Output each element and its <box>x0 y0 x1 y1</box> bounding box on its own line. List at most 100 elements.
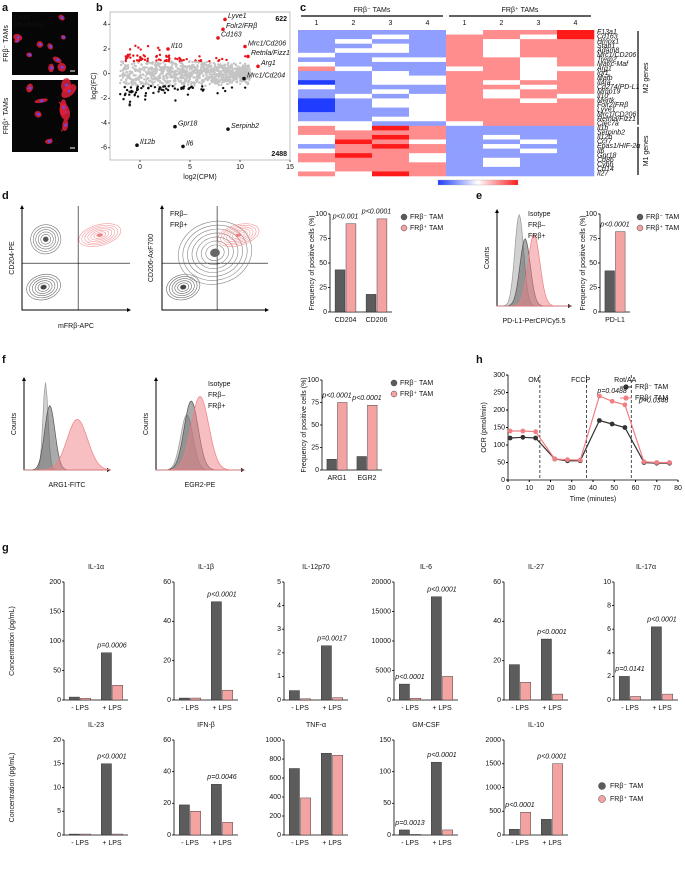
gene-label: Maf/c-Maf <box>597 61 629 68</box>
p-value: p<0.0001 <box>96 754 126 761</box>
heatmap-cell <box>372 84 410 90</box>
contour <box>26 273 61 301</box>
arrow-head <box>127 308 131 312</box>
y-tick-label: 20 <box>163 658 171 665</box>
heatmap-cell <box>298 153 336 159</box>
gene-label: Retnla/Fizz1 <box>597 116 636 123</box>
bar <box>619 676 630 701</box>
nucleus <box>62 35 66 39</box>
heatmap-cell <box>557 84 595 90</box>
heatmap-cell <box>298 34 336 40</box>
background-point <box>225 78 228 81</box>
background-point <box>167 67 170 71</box>
nucleus <box>28 53 32 57</box>
heatmap-cell <box>409 48 447 54</box>
heatmap-cell <box>298 166 336 172</box>
p-value: p=0.0348 <box>638 398 668 405</box>
p-value: p<0.0001 <box>536 754 566 761</box>
axis-arrow <box>21 206 130 311</box>
heatmap-cell <box>520 139 558 145</box>
background-point <box>138 67 141 70</box>
y-tick-label: 75 <box>319 235 327 242</box>
y-tick-label: 0 <box>315 467 319 474</box>
heatmap-cell <box>557 39 595 44</box>
heatmap-cell <box>483 162 521 168</box>
background-point <box>170 69 173 73</box>
legend-label: FRβ– <box>528 222 545 229</box>
heatmap-cell <box>483 39 521 44</box>
background-point <box>143 98 147 101</box>
contour <box>93 231 107 239</box>
y-tick-label: 400 <box>269 794 281 801</box>
background-point <box>132 74 135 77</box>
background-point <box>125 83 128 86</box>
x-tick-label: - LPS <box>71 705 89 712</box>
y-axis-label: OCR (pmol/min) <box>481 402 488 453</box>
gene-label: Mrc1/CD206 <box>597 111 636 118</box>
heatmap-cell <box>335 80 373 86</box>
heatmap-cell <box>483 171 521 177</box>
background-point <box>201 65 204 69</box>
heatmap-cell <box>520 171 558 177</box>
background-point <box>221 67 225 70</box>
legend-marker <box>390 379 398 387</box>
x-tick-label: 15 <box>286 164 294 171</box>
background-point <box>165 87 168 90</box>
background-point <box>159 66 162 70</box>
gene-point <box>246 54 250 59</box>
gene-point <box>216 36 220 40</box>
legend-marker <box>390 390 398 398</box>
contour <box>226 228 251 242</box>
heatmap-cell <box>520 144 558 149</box>
background-point <box>227 61 230 65</box>
legend-label: FRβ⁻ TAM <box>410 214 443 221</box>
heatmap-cell <box>409 57 447 63</box>
background-point <box>168 57 171 60</box>
background-point <box>177 79 181 83</box>
background-point <box>174 99 177 102</box>
background-point <box>191 81 194 85</box>
background-point <box>215 56 218 60</box>
gene-label: Cd163 <box>597 34 618 41</box>
point <box>533 429 539 435</box>
heatmap-cell <box>557 148 595 154</box>
x-tick-label: 0 <box>138 164 142 171</box>
gene-label: Serpinb2 <box>597 130 625 137</box>
panel-label: c <box>300 2 306 14</box>
background-point <box>162 85 165 88</box>
event-label: OM <box>528 377 539 384</box>
background-point <box>210 80 214 84</box>
bar <box>399 683 410 701</box>
heatmap-cell <box>520 103 558 108</box>
heatmap-cell <box>298 89 336 95</box>
background-point <box>154 72 157 75</box>
background-point <box>222 80 226 84</box>
contour <box>81 224 119 246</box>
background-point <box>149 73 152 76</box>
x-axis-label: log2(CPM) <box>183 174 216 181</box>
background-point <box>151 78 155 81</box>
point <box>609 398 615 404</box>
background-point <box>192 71 195 75</box>
background-point <box>128 100 132 103</box>
background-point <box>128 104 131 107</box>
heatmap-cell <box>557 153 595 159</box>
chart-title: IL-17α <box>636 564 656 571</box>
background-point <box>124 92 127 95</box>
bar <box>211 784 222 836</box>
nucleus <box>28 86 32 90</box>
background-point <box>162 61 165 64</box>
column-label: 3 <box>389 20 393 27</box>
background-point <box>128 53 132 56</box>
x-tick-label: - LPS <box>511 705 529 712</box>
heatmap-cell <box>409 89 447 95</box>
y-tick-label: 150 <box>49 608 61 615</box>
heatmap-cell <box>298 121 336 127</box>
background-point <box>161 75 165 78</box>
gene-label: Epas1/HIF-2α <box>597 143 641 150</box>
cell-protrusion <box>58 101 64 108</box>
heatmap-cell <box>520 121 558 127</box>
heatmap-cell <box>520 89 558 95</box>
background-point <box>182 58 185 62</box>
